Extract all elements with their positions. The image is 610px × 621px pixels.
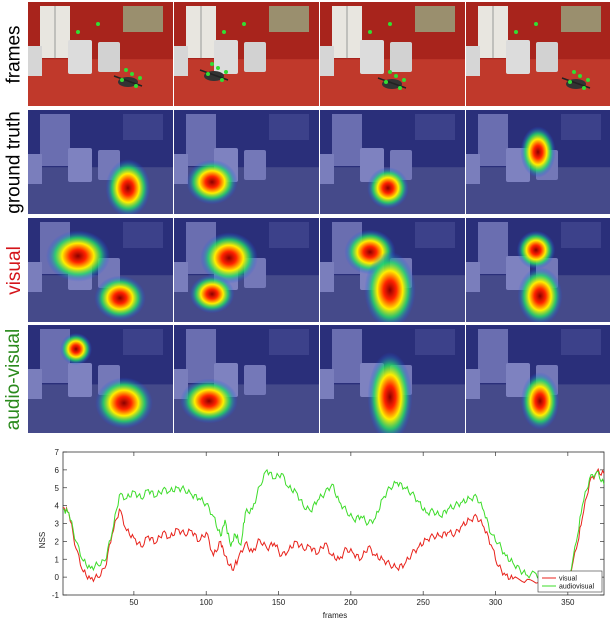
saliency-map-audio-visual xyxy=(320,325,465,433)
x-tick-label: 200 xyxy=(344,598,358,607)
x-tick-label: 100 xyxy=(200,598,214,607)
row-label-ground-truth: ground truth xyxy=(0,110,28,214)
row-label-frames: frames xyxy=(0,2,28,106)
x-tick-label: 150 xyxy=(272,598,286,607)
saliency-map-audio-visual xyxy=(466,325,610,433)
row-label-audio-visual-text: audio-visual xyxy=(3,328,25,430)
saliency-map-visual xyxy=(174,218,319,322)
nss-chart: 50 100 150 200 250 300 350 -1 0 1 2 3 4 5 6 7 visualaud… xyxy=(38,448,605,620)
saliency-map-visual xyxy=(466,218,610,322)
row-label-visual: visual xyxy=(0,218,28,322)
saliency-map-audio-visual xyxy=(28,325,173,433)
frame-image xyxy=(174,2,319,106)
x-tick-label: 250 xyxy=(417,598,431,607)
legend-box xyxy=(537,570,603,593)
plot-area xyxy=(62,451,605,596)
row-label-ground-truth-text: ground truth xyxy=(3,110,25,214)
saliency-map-visual xyxy=(320,218,465,322)
series-line-audiovisual xyxy=(62,468,605,586)
saliency-map-audio-visual xyxy=(174,325,319,433)
x-tick-label: 300 xyxy=(489,598,503,607)
frame-image xyxy=(28,2,173,106)
y-tick-label: -1 xyxy=(52,591,60,600)
y-tick-label: 2 xyxy=(55,537,60,546)
row-label-frames-text: frames xyxy=(3,24,25,84)
y-tick-label: 4 xyxy=(55,502,60,511)
frame-image xyxy=(466,2,610,106)
series-line-visual xyxy=(62,467,605,586)
saliency-map-ground-truth xyxy=(320,110,465,214)
saliency-map-visual xyxy=(28,218,173,322)
y-tick-label: 1 xyxy=(55,555,60,564)
y-tick-label: 7 xyxy=(55,448,60,457)
x-tick-label: 50 xyxy=(129,598,138,607)
saliency-map-ground-truth xyxy=(174,110,319,214)
legend-label-visual: visual xyxy=(559,576,577,583)
saliency-map-ground-truth xyxy=(28,110,173,214)
y-tick-label: 5 xyxy=(55,484,60,493)
y-tick-label: 0 xyxy=(55,573,60,582)
y-tick-label: 3 xyxy=(55,520,60,529)
row-label-visual-text: visual xyxy=(3,245,25,295)
frame-image xyxy=(320,2,465,106)
row-label-audio-visual: audio-visual xyxy=(0,325,28,433)
y-axis-label: NSS xyxy=(38,532,47,548)
y-tick-label: 6 xyxy=(55,466,60,475)
x-tick-label: 350 xyxy=(561,598,575,607)
legend-label-audiovisual: audiovisual xyxy=(559,584,594,591)
saliency-map-ground-truth xyxy=(466,110,610,214)
x-axis-label: frames xyxy=(323,611,347,620)
